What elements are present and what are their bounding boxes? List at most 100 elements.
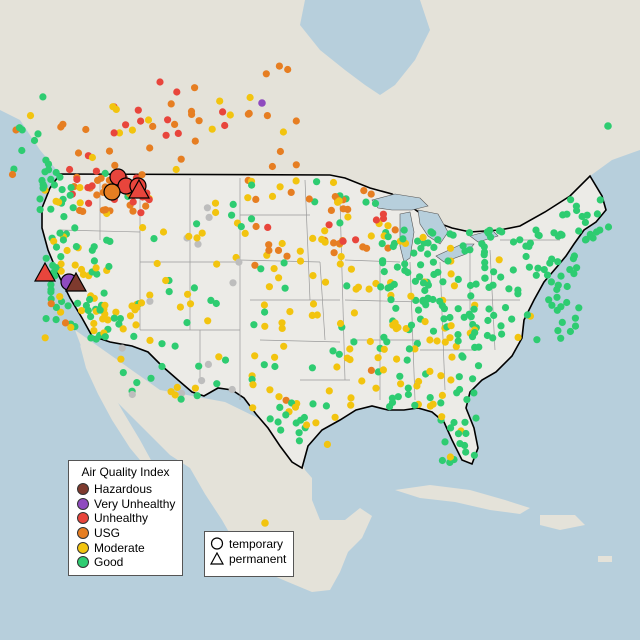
monitor-marker [279, 128, 287, 136]
monitor-marker [274, 246, 283, 254]
lake-huron [417, 209, 449, 245]
monitor-marker [226, 111, 234, 119]
monitor-marker [427, 228, 435, 236]
legend-label: Good [94, 555, 124, 570]
monitor-marker [221, 356, 230, 364]
monitor-marker [194, 240, 202, 248]
monitor-marker [470, 389, 478, 397]
monitor-marker [244, 110, 252, 118]
monitor-marker [467, 292, 475, 300]
monitor-marker [118, 344, 126, 352]
monitor-marker [137, 209, 145, 217]
monitor-marker [93, 191, 101, 199]
monitor-marker [470, 451, 478, 459]
monitor-marker [275, 274, 283, 282]
monitor-marker [30, 136, 39, 145]
monitor-marker [47, 285, 55, 294]
monitor-marker [208, 125, 216, 133]
monitor-marker [378, 240, 386, 248]
monitor-marker [470, 305, 478, 313]
monitor-marker [397, 380, 405, 388]
monitor-marker [247, 215, 256, 223]
monitor-marker [171, 120, 179, 128]
monitor-marker [466, 246, 474, 254]
monitor-marker [92, 264, 100, 272]
monitor-marker [525, 263, 534, 271]
monitor-marker [282, 411, 290, 419]
monitor-marker [8, 170, 17, 179]
monitor-marker [88, 182, 96, 190]
legend-permanent-label: permanent [229, 551, 287, 566]
monitor-marker [88, 153, 96, 162]
monitor-marker [347, 394, 355, 402]
monitor-marker [274, 418, 282, 426]
monitor-type-legend: temporary permanent [204, 531, 294, 577]
monitor-marker [497, 273, 505, 281]
monitor-marker [251, 352, 259, 360]
monitor-marker [454, 337, 462, 345]
monitor-marker [50, 237, 58, 245]
monitor-marker [474, 362, 483, 370]
monitor-marker [171, 342, 179, 350]
monitor-marker [472, 414, 480, 422]
state-border [344, 259, 401, 263]
legend-label: Hazardous [94, 482, 153, 497]
monitor-marker [454, 305, 462, 313]
monitor-marker [241, 229, 249, 237]
monitor-marker [330, 239, 338, 247]
monitor-marker [344, 213, 352, 221]
monitor-marker [481, 258, 489, 267]
state-border [339, 199, 346, 381]
monitor-marker [64, 302, 72, 310]
monitor-marker [347, 401, 355, 409]
monitor-marker [249, 404, 257, 412]
monitor-marker [195, 117, 203, 125]
monitor-marker [339, 237, 347, 245]
monitor-marker [571, 322, 580, 330]
legend-label: Very Unhealthy [94, 496, 176, 511]
monitor-marker [325, 387, 333, 395]
monitor-marker [571, 314, 580, 322]
monitor-marker [257, 265, 265, 273]
monitor-marker [280, 342, 288, 350]
monitor-marker [147, 374, 155, 382]
legend-label: USG [94, 526, 121, 541]
puerto-rico-land [598, 556, 612, 562]
monitor-marker [440, 315, 448, 323]
monitor-marker [516, 236, 524, 244]
legend-item-good: Good [69, 555, 182, 570]
monitor-marker [149, 122, 157, 130]
monitor-marker [110, 314, 118, 322]
monitor-marker [139, 224, 147, 232]
monitor-marker [414, 306, 423, 314]
legend-item-unhealthy: Unhealthy [69, 511, 182, 526]
monitor-marker [116, 315, 124, 323]
state-border [259, 339, 341, 343]
monitor-marker [156, 78, 164, 86]
monitor-marker [335, 350, 343, 358]
monitor-marker [498, 228, 506, 236]
monitor-marker [40, 182, 48, 190]
legend-permanent: permanent [205, 551, 293, 566]
monitor-marker [578, 212, 586, 221]
monitor-marker [146, 291, 154, 299]
monitor-marker [460, 313, 468, 321]
monitor-marker [193, 220, 201, 228]
monitor-marker [461, 441, 469, 450]
monitor-marker [394, 393, 402, 401]
monitor-marker [557, 272, 565, 280]
monitor-marker [90, 319, 98, 328]
monitor-marker [204, 317, 212, 325]
monitor-marker [122, 121, 130, 129]
monitor-marker [416, 273, 424, 281]
monitor-marker [337, 253, 345, 261]
monitor-marker [548, 301, 556, 309]
monitor-marker [185, 232, 193, 240]
monitor-marker [497, 322, 505, 330]
monitor-marker [58, 186, 66, 194]
monitor-marker [563, 282, 571, 291]
monitor-marker [390, 280, 398, 288]
monitor-marker [38, 176, 46, 185]
monitor-marker [367, 190, 375, 198]
monitor-marker [115, 129, 124, 137]
